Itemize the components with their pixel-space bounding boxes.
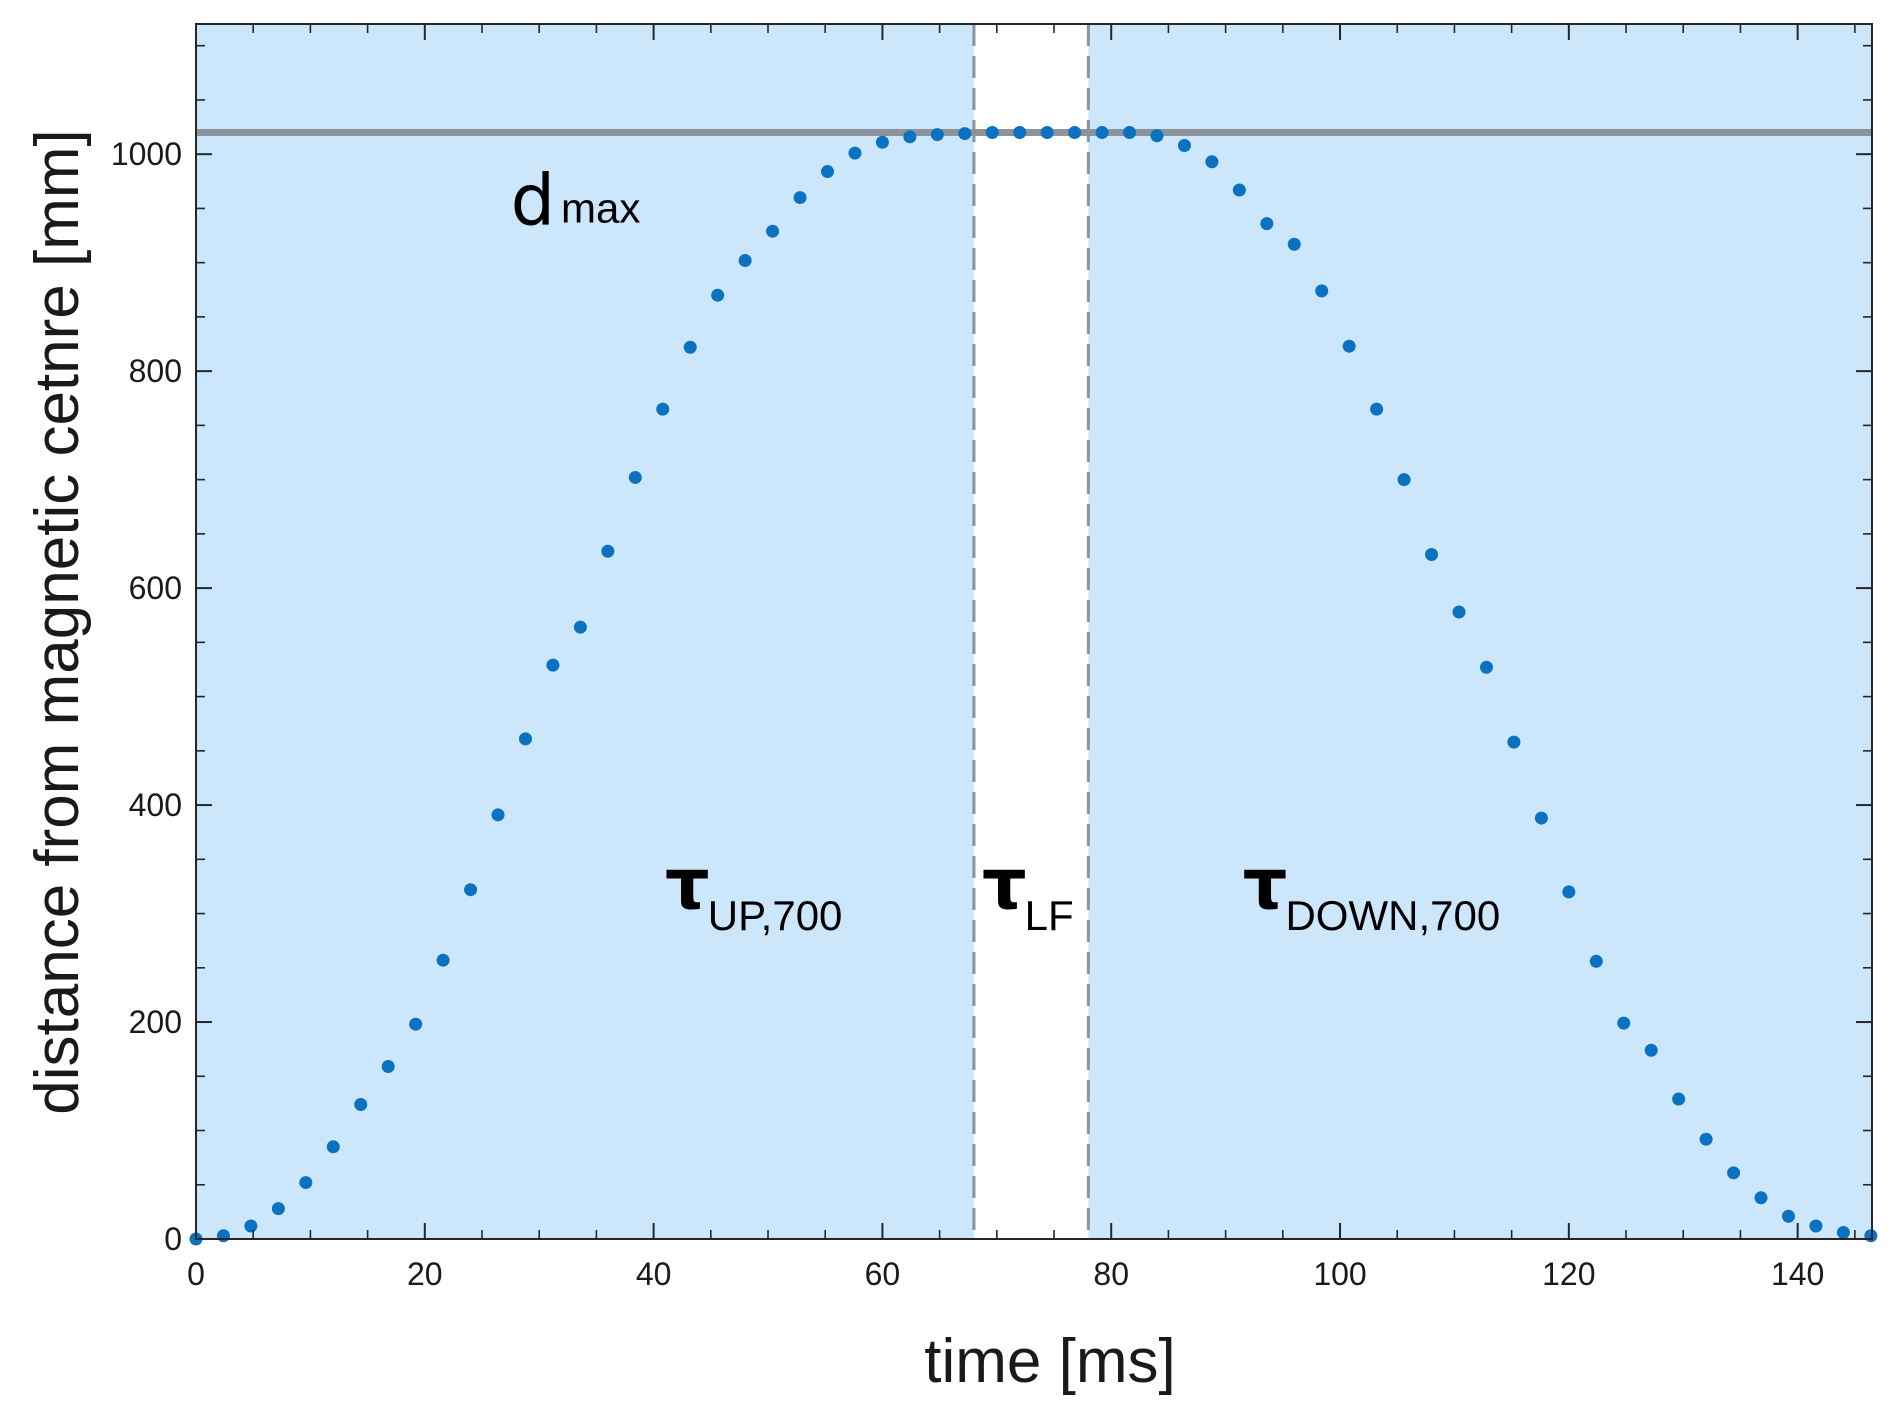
data-point [711, 289, 724, 302]
dmax-subscript: max [561, 185, 640, 232]
data-point [1013, 126, 1026, 139]
data-point [958, 127, 971, 140]
data-point [1398, 473, 1411, 486]
data-point [1562, 885, 1575, 898]
data-point [1343, 340, 1356, 353]
data-point [1178, 139, 1191, 152]
data-point [656, 403, 669, 416]
data-point [1837, 1226, 1850, 1239]
data-point [382, 1060, 395, 1073]
data-point [1425, 548, 1438, 561]
data-point [1645, 1044, 1658, 1057]
data-point [492, 808, 505, 821]
data-point [1480, 661, 1493, 674]
data-point [1150, 129, 1163, 142]
data-point [272, 1202, 285, 1215]
data-point [1535, 812, 1548, 825]
data-point [821, 165, 834, 178]
data-point [1864, 1229, 1877, 1242]
tau-down700-subscript: DOWN,700 [1285, 892, 1500, 939]
data-point [1453, 605, 1466, 618]
data-point [1700, 1133, 1713, 1146]
x-tick-label: 0 [187, 1256, 205, 1292]
data-point [546, 659, 559, 672]
tau-lf-main-symbol: τ [982, 843, 1027, 925]
data-point [409, 1018, 422, 1031]
y-tick-label: 800 [129, 353, 182, 389]
data-point [684, 341, 697, 354]
y-tick-label: 200 [129, 1004, 182, 1040]
x-tick-label: 100 [1313, 1256, 1366, 1292]
data-point [1590, 955, 1603, 968]
x-tick-label: 140 [1771, 1256, 1824, 1292]
shaded-region-2 [1088, 24, 1872, 1239]
data-point [848, 147, 861, 160]
data-point [1727, 1166, 1740, 1179]
data-point [1041, 126, 1054, 139]
tau-up700-main-symbol: τ [665, 843, 710, 925]
data-point [1370, 403, 1383, 416]
data-point [794, 191, 807, 204]
dmax-main-symbol: d [511, 160, 555, 242]
data-point [1288, 238, 1301, 251]
data-point [1123, 126, 1136, 139]
x-tick-label: 80 [1093, 1256, 1129, 1292]
y-tick-label: 0 [164, 1221, 182, 1257]
data-point [1809, 1219, 1822, 1232]
data-point [1507, 736, 1520, 749]
y-tick-label: 400 [129, 787, 182, 823]
x-tick-label: 60 [865, 1256, 901, 1292]
data-point [354, 1098, 367, 1111]
data-point [986, 126, 999, 139]
y-tick-label: 600 [129, 570, 182, 606]
data-point [244, 1219, 257, 1232]
y-tick-label: 1000 [111, 136, 182, 172]
data-point [217, 1229, 230, 1242]
data-point [903, 130, 916, 143]
data-point [1617, 1017, 1630, 1030]
data-point [1096, 126, 1109, 139]
data-point [1205, 155, 1218, 168]
data-point [1315, 284, 1328, 297]
data-point [1782, 1210, 1795, 1223]
x-tick-label: 120 [1542, 1256, 1595, 1292]
data-point [464, 883, 477, 896]
tau-up700-subscript: UP,700 [708, 892, 843, 939]
data-point [574, 621, 587, 634]
shaded-regions-layer [196, 24, 1872, 1239]
data-point [876, 136, 889, 149]
data-point [766, 225, 779, 238]
tau-lf-subscript: LF [1025, 892, 1074, 939]
data-point [1233, 183, 1246, 196]
data-point [437, 954, 450, 967]
data-point [327, 1140, 340, 1153]
data-point [519, 732, 532, 745]
data-point [739, 254, 752, 267]
data-point [601, 545, 614, 558]
x-tick-label: 40 [636, 1256, 672, 1292]
data-point [299, 1176, 312, 1189]
data-point [1260, 217, 1273, 230]
data-point [1068, 126, 1081, 139]
data-point [931, 128, 944, 141]
data-point [1672, 1093, 1685, 1106]
data-point [629, 471, 642, 484]
x-tick-label: 20 [407, 1256, 443, 1292]
y-axis-title: distance from magnetic cetnre [mm] [23, 129, 92, 1114]
tau-down700-main-symbol: τ [1243, 843, 1288, 925]
x-axis-title: time [ms] [924, 1327, 1175, 1396]
data-point [1755, 1191, 1768, 1204]
